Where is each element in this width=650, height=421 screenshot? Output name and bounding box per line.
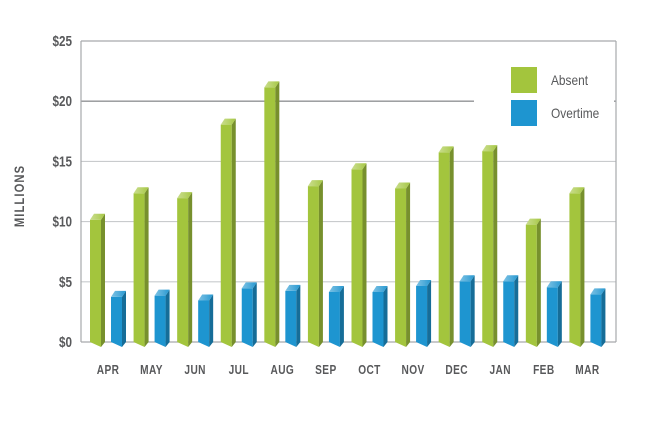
legend-label-absent: Absent [551, 72, 589, 88]
bar-absent-oct [351, 163, 367, 347]
bars [90, 81, 606, 348]
legend-label-overtime: Overtime [551, 105, 600, 121]
y-axis-title: MILLIONS [12, 165, 27, 227]
x-category-label: FEB [533, 363, 554, 377]
x-category-label: NOV [402, 363, 425, 377]
y-tick-label: $25 [52, 33, 72, 50]
x-category-label: APR [97, 363, 120, 377]
bar-absent-mar [569, 187, 585, 347]
bar-overtime-aug [285, 284, 301, 347]
y-tick-label: $15 [52, 153, 72, 170]
x-category-label: JAN [489, 363, 510, 377]
axis-labels: $0 $5 $10 $15 $20 $25 APR MAY JUN JUL AUG SEP OCT NOV… [52, 33, 599, 378]
bar-overtime-sep [328, 286, 344, 347]
bar-overtime-nov [416, 280, 432, 347]
bar-overtime-oct [372, 286, 388, 347]
bar-absent-may [133, 187, 149, 347]
bar-overtime-feb [546, 281, 562, 347]
bar-overtime-jul [241, 282, 257, 347]
bar-overtime-may [154, 289, 170, 347]
legend-item-absent: Absent [474, 67, 614, 93]
bar-absent-apr [90, 213, 105, 347]
bar-absent-dec [438, 146, 454, 347]
x-category-label: OCT [358, 363, 381, 377]
bar-overtime-jan [503, 275, 519, 347]
x-category-label: MAR [575, 363, 599, 377]
bar-overtime-apr [111, 290, 126, 347]
y-tick-label: $10 [52, 213, 72, 230]
y-tick-label: $20 [52, 93, 72, 110]
bar-overtime-dec [459, 275, 475, 347]
x-category-label: AUG [271, 363, 295, 377]
bar-absent-nov [395, 182, 411, 347]
legend: Absent Overtime [474, 50, 614, 138]
legend-item-overtime: Overtime [474, 100, 614, 126]
x-category-label: JUN [184, 363, 205, 377]
bar-absent-jun [177, 192, 193, 347]
legend-swatch-overtime [511, 100, 537, 126]
bar-absent-jan [482, 145, 498, 347]
bar-absent-aug [264, 81, 280, 348]
x-category-label: DEC [445, 363, 468, 377]
bar-overtime-mar [590, 288, 606, 347]
x-category-label: SEP [315, 363, 336, 377]
legend-swatch-absent [511, 67, 537, 93]
bar-absent-sep [307, 180, 323, 347]
x-category-label: JUL [229, 363, 249, 377]
bar-absent-jul [220, 118, 236, 347]
bar-overtime-jun [198, 294, 214, 347]
y-tick-label: $5 [59, 273, 72, 290]
y-tick-label: $0 [59, 334, 72, 351]
x-category-label: MAY [140, 363, 163, 377]
bar-absent-feb [525, 218, 541, 347]
